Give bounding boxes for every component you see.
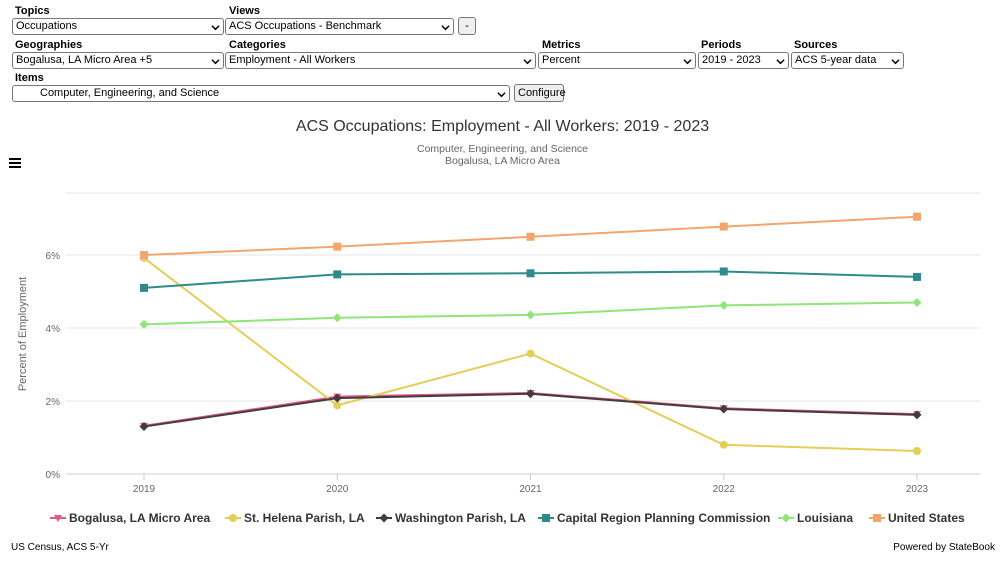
topics-label: Topics: [15, 5, 50, 17]
x-tick-label: 2020: [326, 484, 349, 495]
data-point[interactable]: [332, 313, 342, 323]
data-point[interactable]: [333, 270, 342, 279]
data-point[interactable]: [333, 401, 342, 410]
chart-title: ACS Occupations: Employment - All Worker…: [295, 118, 710, 135]
chart-subtitle-geography: Bogalusa, LA Micro Area: [445, 155, 560, 167]
data-point[interactable]: [526, 349, 535, 358]
y-tick-label: 2%: [46, 397, 61, 408]
data-point[interactable]: [526, 269, 535, 278]
legend-label: United States: [888, 511, 965, 525]
categories-value: Employment - All Workers: [229, 54, 356, 66]
legend-label: Louisiana: [797, 511, 854, 525]
data-point[interactable]: [140, 283, 148, 292]
legend-label: Bogalusa, LA Micro Area: [69, 511, 211, 525]
views-select[interactable]: ACS Occupations - Benchmark: [225, 18, 454, 35]
periods-label: Periods: [701, 39, 742, 51]
data-point[interactable]: [719, 440, 728, 449]
legend-symbol-icon: [538, 514, 554, 522]
legend-label: St. Helena Parish, LA: [244, 511, 365, 525]
data-point[interactable]: [139, 422, 149, 432]
data-point[interactable]: [526, 232, 535, 241]
views-value: ACS Occupations - Benchmark: [229, 20, 382, 32]
chevron-down-icon: [211, 59, 220, 65]
axes: 0% 2% 4% 6% 2019 2020 2021 2022 2023: [46, 251, 929, 495]
periods-value: 2019 - 2023: [702, 54, 761, 66]
items-label: Items: [15, 72, 44, 84]
chevron-down-icon: [441, 25, 450, 31]
data-point[interactable]: [526, 310, 535, 320]
categories-select[interactable]: Employment - All Workers: [225, 52, 536, 69]
legend-symbol-icon: [778, 513, 794, 523]
data-point[interactable]: [913, 272, 921, 281]
y-axis-label: Percent of Employment: [17, 277, 29, 391]
data-point[interactable]: [332, 393, 342, 403]
chart-subtitle-item: Computer, Engineering, and Science: [416, 143, 589, 155]
chevron-down-icon: [891, 59, 900, 65]
chevron-down-icon: [776, 59, 785, 65]
categories-label: Categories: [229, 39, 286, 51]
data-point[interactable]: [719, 267, 728, 276]
legend-symbol-icon: [50, 515, 66, 522]
data-point[interactable]: [719, 222, 728, 231]
sources-value: ACS 5-year data: [795, 54, 877, 66]
geographies-select[interactable]: Bogalusa, LA Micro Area +5: [12, 52, 224, 69]
series-lines: [143, 215, 918, 453]
powered-by-credit[interactable]: Powered by StateBook: [893, 542, 995, 553]
x-tick-label: 2022: [713, 484, 736, 495]
data-point[interactable]: [139, 319, 149, 329]
views-label: Views: [229, 5, 260, 17]
data-point[interactable]: [719, 404, 729, 414]
data-point[interactable]: [140, 251, 148, 260]
x-tick-label: 2021: [519, 484, 542, 495]
geographies-label: Geographies: [15, 39, 83, 51]
data-point[interactable]: [912, 297, 922, 307]
legend-symbol-icon: [225, 514, 241, 522]
grid-lines: [66, 192, 980, 475]
hamburger-menu-icon[interactable]: [9, 157, 21, 169]
data-point[interactable]: [913, 212, 921, 221]
metrics-value: Percent: [542, 54, 580, 66]
chevron-down-icon: [211, 25, 220, 31]
y-tick-label: 6%: [46, 251, 61, 262]
topics-select[interactable]: Occupations: [12, 18, 224, 35]
chevron-down-icon: [497, 92, 506, 98]
legend-symbol-icon: [869, 514, 885, 522]
legend-symbol-icon: [376, 513, 392, 523]
remove-view-button[interactable]: -: [458, 17, 476, 35]
y-tick-label: 4%: [46, 324, 61, 335]
geographies-value: Bogalusa, LA Micro Area +5: [16, 54, 153, 66]
topics-value: Occupations: [16, 20, 78, 32]
x-tick-label: 2019: [133, 484, 156, 495]
sources-select[interactable]: ACS 5-year data: [791, 52, 904, 69]
data-point[interactable]: [333, 242, 342, 251]
legend-label: Capital Region Planning Commission: [557, 511, 771, 525]
data-point[interactable]: [526, 389, 535, 399]
sources-label: Sources: [794, 39, 838, 51]
x-tick-label: 2023: [906, 484, 929, 495]
items-value: Computer, Engineering, and Science: [40, 87, 220, 99]
items-select[interactable]: Computer, Engineering, and Science: [12, 85, 510, 102]
data-point[interactable]: [912, 410, 922, 420]
metrics-label: Metrics: [542, 39, 581, 51]
source-credit: US Census, ACS 5-Yr: [11, 542, 109, 553]
metrics-select[interactable]: Percent: [538, 52, 696, 69]
series-markers: [139, 212, 922, 456]
data-point[interactable]: [913, 447, 921, 456]
legend-label: Washington Parish, LA: [395, 511, 526, 525]
periods-select[interactable]: 2019 - 2023: [698, 52, 789, 69]
chevron-down-icon: [683, 59, 692, 65]
configure-button[interactable]: Configure: [514, 84, 566, 102]
data-point[interactable]: [719, 300, 729, 310]
y-tick-label: 0%: [46, 470, 61, 481]
chevron-down-icon: [523, 59, 532, 65]
